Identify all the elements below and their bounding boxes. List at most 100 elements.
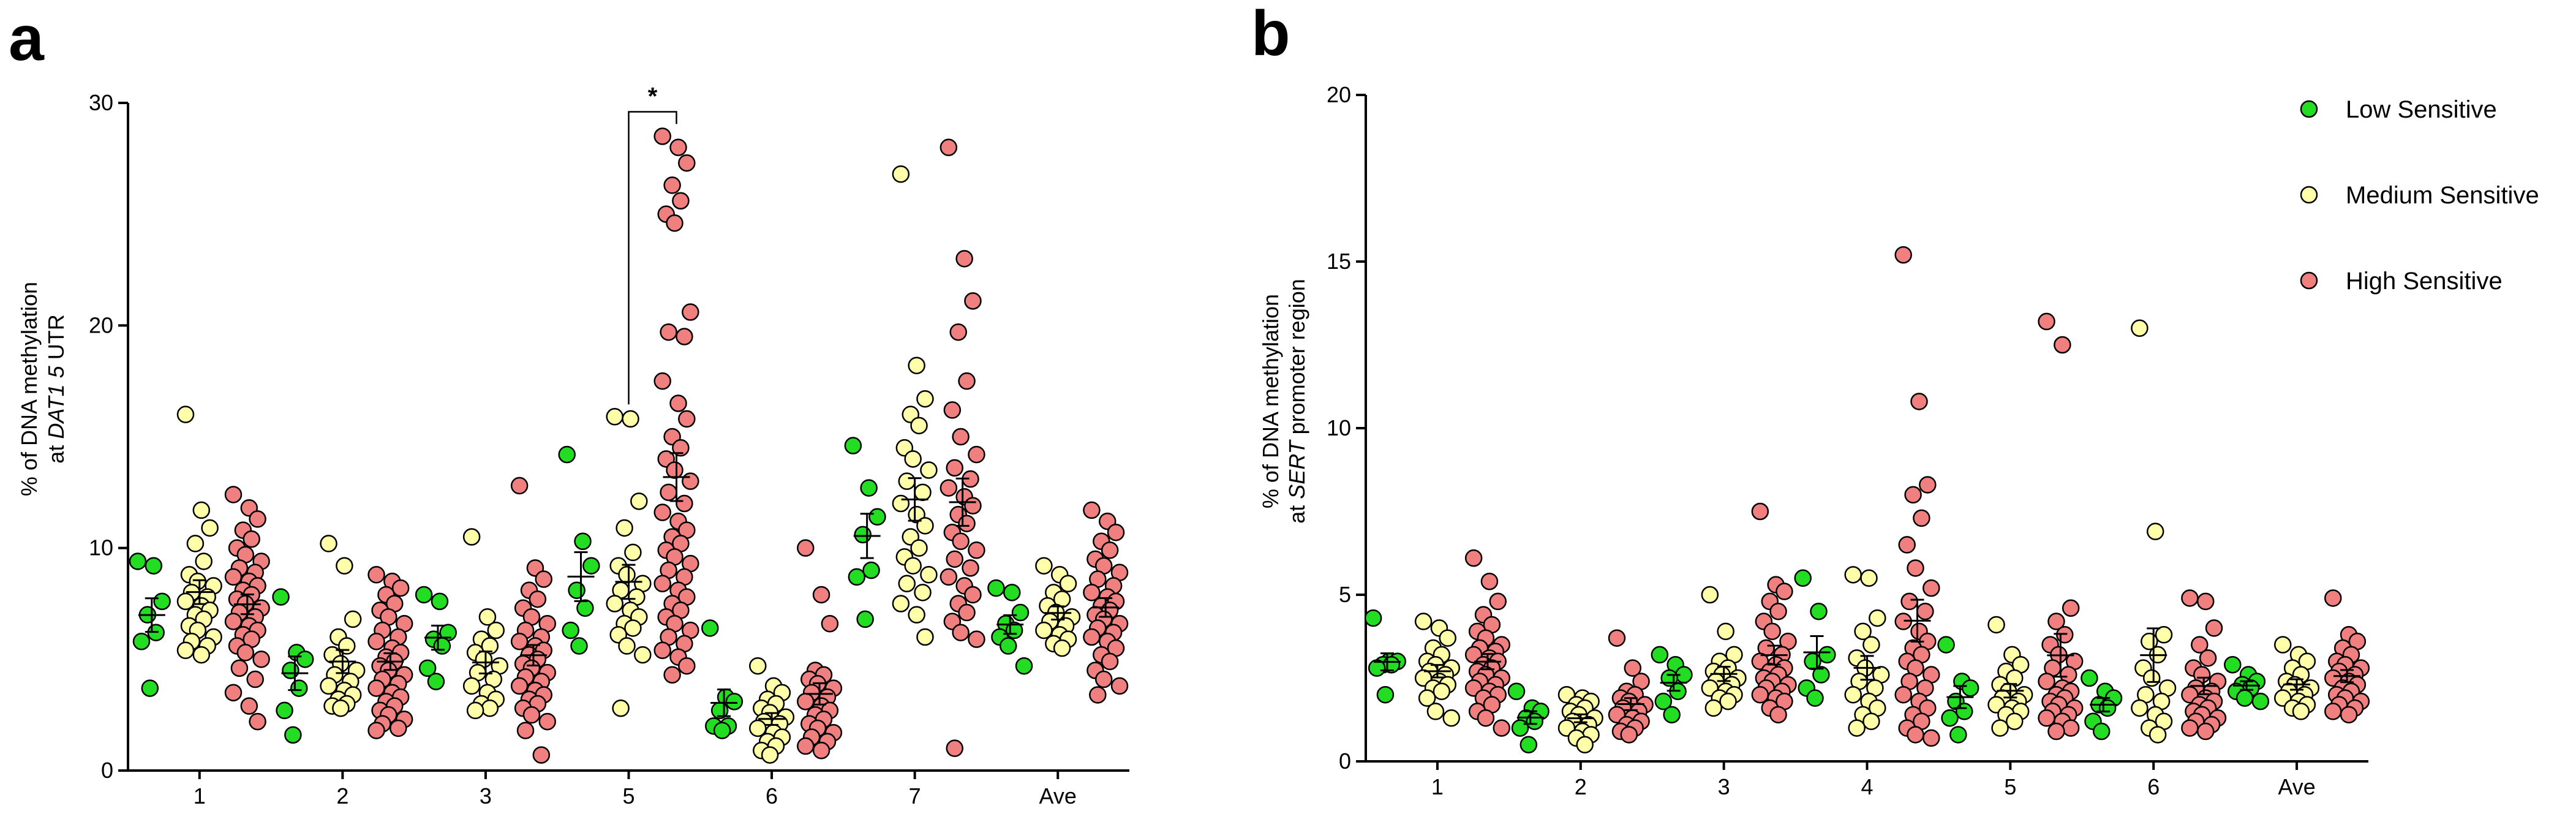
- data-point-medium: [1862, 712, 1880, 730]
- data-point-high: [952, 532, 970, 551]
- data-point-medium: [622, 410, 639, 428]
- data-point-medium: [1704, 699, 1723, 717]
- data-point-low: [848, 568, 866, 586]
- panel-b-ylabel-prefix: at: [1284, 499, 1309, 524]
- x-tick-label: 3: [480, 783, 492, 809]
- data-point-high: [666, 214, 684, 232]
- data-point-low: [725, 693, 744, 711]
- data-point-high: [955, 250, 973, 268]
- data-point-medium: [892, 595, 910, 613]
- data-point-medium: [1439, 629, 1456, 647]
- data-point-medium: [1035, 557, 1053, 575]
- data-point-medium: [616, 519, 633, 537]
- data-point-high: [1923, 579, 1940, 597]
- data-point-low: [1810, 602, 1828, 620]
- x-tick-label: Ave: [2278, 774, 2315, 799]
- data-point-medium: [749, 719, 767, 737]
- data-point-medium: [606, 408, 623, 426]
- data-point-low: [1812, 666, 1830, 684]
- data-point-high: [663, 176, 681, 194]
- data-point-medium: [2131, 699, 2149, 717]
- data-point-low: [854, 526, 872, 544]
- data-point-high: [367, 566, 385, 584]
- data-point-high: [2062, 599, 2080, 617]
- data-point-high: [958, 515, 976, 532]
- data-point-low: [129, 552, 147, 570]
- data-point-medium: [201, 519, 219, 537]
- data-point-medium: [916, 517, 934, 535]
- data-point-high: [529, 590, 547, 608]
- data-point-high: [952, 428, 970, 446]
- legend: Low Sensitive Medium Sensitive High Sensit…: [2300, 96, 2539, 295]
- data-point-medium: [606, 595, 623, 613]
- data-point-medium: [2155, 626, 2173, 644]
- data-point-medium: [910, 539, 928, 557]
- data-point-medium: [2292, 703, 2310, 720]
- data-point-medium: [1426, 703, 1445, 720]
- x-tick-label: 4: [1861, 774, 1873, 799]
- data-point-low: [1941, 709, 1959, 727]
- data-point-high: [940, 479, 958, 497]
- y-tick-label: 20: [89, 312, 113, 337]
- data-point-high: [653, 641, 671, 660]
- panel-a-ylabel-line1: % of DNA methylation: [17, 282, 42, 496]
- data-point-low: [1961, 679, 1979, 697]
- legend-swatch-high: [2300, 271, 2318, 290]
- data-point-high: [943, 401, 962, 419]
- data-point-high: [2181, 719, 2199, 737]
- data-point-medium: [898, 575, 916, 593]
- y-tick-label: 20: [1327, 82, 1351, 107]
- data-point-high: [1107, 523, 1125, 541]
- data-point-low: [141, 679, 159, 697]
- data-point-medium: [195, 552, 213, 570]
- data-point-low: [999, 637, 1017, 655]
- data-point-low: [570, 637, 588, 655]
- data-point-high: [797, 737, 815, 755]
- data-point-medium: [892, 494, 910, 513]
- legend-label-high: High Sensitive: [2346, 268, 2503, 295]
- data-point-high: [663, 666, 681, 684]
- data-point-low: [433, 637, 451, 655]
- data-point-high: [1489, 592, 1507, 611]
- data-point-high: [812, 742, 830, 760]
- data-point-medium: [892, 165, 910, 183]
- data-point-high: [1464, 549, 1483, 567]
- legend-swatch-medium: [2300, 186, 2318, 204]
- data-point-high: [821, 614, 839, 633]
- data-point-medium: [1442, 709, 1460, 727]
- data-point-low: [284, 726, 302, 744]
- y-tick-label: 5: [1339, 582, 1351, 607]
- data-point-medium: [1717, 622, 1734, 641]
- panel-a-plot: 0 10 20 30 1 2 3 5 6 7 Ave *: [89, 83, 1129, 809]
- data-point-high: [240, 697, 258, 715]
- data-point-high: [964, 586, 982, 604]
- data-point-low: [558, 445, 576, 464]
- data-point-high: [962, 559, 979, 577]
- data-point-high: [1089, 686, 1107, 704]
- data-point-high: [676, 328, 693, 345]
- data-point-medium: [1701, 586, 1719, 604]
- data-point-high: [653, 127, 671, 145]
- data-point-high: [2038, 709, 2055, 727]
- data-point-medium: [749, 657, 767, 675]
- data-point-medium: [761, 746, 779, 764]
- data-point-high: [249, 510, 266, 528]
- data-point-medium: [618, 637, 636, 655]
- y-tick-label: 0: [101, 758, 113, 783]
- data-point-high: [653, 503, 671, 521]
- data-point-high: [224, 568, 243, 586]
- data-point-high: [1894, 246, 1912, 264]
- data-point-low: [576, 599, 594, 617]
- data-point-high: [1907, 726, 1924, 744]
- data-point-low: [2224, 655, 2242, 674]
- data-point-medium: [481, 699, 499, 717]
- data-point-medium: [466, 701, 484, 720]
- data-point-high: [669, 394, 687, 412]
- data-point-high: [510, 677, 529, 695]
- data-point-medium: [920, 566, 938, 584]
- data-point-high: [224, 486, 243, 503]
- data-point-high: [1904, 486, 1922, 504]
- x-tick-label: 7: [909, 783, 921, 809]
- data-point-high: [2324, 589, 2342, 607]
- data-point-high: [236, 644, 255, 662]
